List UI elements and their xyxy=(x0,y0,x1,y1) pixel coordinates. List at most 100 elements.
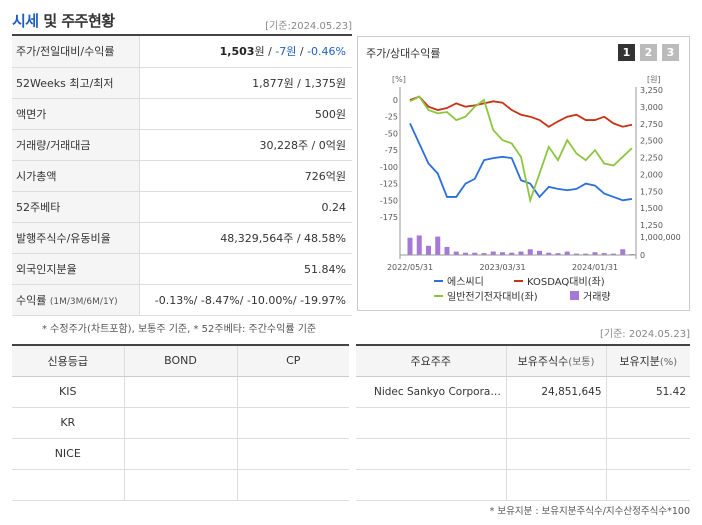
table-row xyxy=(356,407,690,439)
title-part2: 및 주주현황 xyxy=(43,12,115,30)
volume-bar xyxy=(574,253,579,255)
table-header-row: 주요주주 보유주식수(보통) 보유지분(%) xyxy=(356,345,690,377)
bond-rating xyxy=(124,469,238,501)
volume-bar xyxy=(481,253,487,255)
agency-name: KR xyxy=(12,407,125,439)
left-tick-label: -75 xyxy=(385,146,398,155)
cp-rating xyxy=(237,376,349,408)
holder-shares: 24,851,645 xyxy=(506,376,607,408)
holder-name xyxy=(356,469,507,501)
right-tick-label: 1,250 xyxy=(640,221,663,230)
table-row: 주가/전일대비/수익률 1,503원 / -7원 / -0.46% xyxy=(12,36,352,68)
row-label: 거래량/거래대금 xyxy=(12,129,140,161)
base-date-2: [기준: 2024.05.23] xyxy=(599,329,690,340)
col-header-main: 보유주식수 xyxy=(517,354,569,368)
cp-rating xyxy=(237,407,349,439)
holder-shares xyxy=(506,469,607,501)
col-header-sub: (%) xyxy=(659,356,678,368)
table-row xyxy=(356,469,690,501)
sep: / xyxy=(264,45,276,59)
table-row: NICE xyxy=(12,438,349,470)
table-row xyxy=(12,469,349,501)
row-value: 30,228주 / 0억원 xyxy=(139,129,352,161)
left-tick-label: -175 xyxy=(380,213,398,222)
volume-bar xyxy=(426,245,431,255)
table-row: KR xyxy=(12,407,349,439)
right-tick-label: 2,000 xyxy=(640,170,663,179)
cp-rating xyxy=(237,438,349,470)
volume-bar xyxy=(435,236,441,255)
bond-rating xyxy=(124,438,238,470)
col-header: CP xyxy=(237,345,349,377)
table-row: 52Weeks 최고/최저 1,877원 / 1,375원 xyxy=(12,67,352,99)
chart-tab-1[interactable]: 1 xyxy=(618,44,635,61)
legend-label: 일반전기전자대비(좌) xyxy=(447,291,538,303)
volume-bar xyxy=(611,253,616,255)
kosdaq-relative-line xyxy=(409,95,633,128)
left-tick-label: -100 xyxy=(380,163,398,172)
table-row: 시가총액 726억원 xyxy=(12,160,352,192)
legend-swatch xyxy=(570,291,579,300)
volume-bar xyxy=(490,251,496,255)
volume-bar xyxy=(620,249,626,255)
legend-label: 거래량 xyxy=(583,291,611,303)
volume-bar xyxy=(500,252,505,255)
left-axis-unit: [%] xyxy=(392,75,406,84)
right-tick-label: 3,000 xyxy=(640,103,663,112)
chart-tab-2[interactable]: 2 xyxy=(640,44,657,61)
left-tick-label: -125 xyxy=(380,180,398,189)
volume-bar xyxy=(407,237,413,255)
volume-bar xyxy=(518,251,524,255)
row-value: 0.24 xyxy=(139,191,352,224)
cp-rating xyxy=(237,469,349,501)
right-tick-label: 1,750 xyxy=(640,187,663,196)
right-tick-label: 1,500 xyxy=(640,204,663,213)
stock-line xyxy=(409,123,633,202)
table-row: 외국인지분율 51.84% xyxy=(12,253,352,286)
base-date: [기준:2024.05.23] xyxy=(265,21,352,32)
left-tick-label: -25 xyxy=(385,113,398,122)
row-label: 수익률 (1M/3M/6M/1Y) xyxy=(12,284,140,317)
holder-shares xyxy=(506,438,607,470)
return-values: -0.13%/ -8.47%/ -10.00%/ -19.97% xyxy=(139,284,352,317)
sep: / xyxy=(296,45,308,59)
col-header-main: 보유지분 xyxy=(619,354,660,368)
row-label-main: 수익률 xyxy=(16,294,47,308)
quote-table: 주가/전일대비/수익률 1,503원 / -7원 / -0.46% 52Week… xyxy=(12,36,352,317)
col-header: 주요주주 xyxy=(356,345,507,377)
section-title: 시세 및 주주현황 xyxy=(12,10,115,31)
table-row: 52주베타 0.24 xyxy=(12,191,352,224)
row-label: 52주베타 xyxy=(12,191,140,224)
agency-name xyxy=(12,469,125,501)
credit-rating-table: 신용등급 BOND CP KIS KR NICE xyxy=(12,344,349,501)
chart-title: 주가/상대수익률 xyxy=(366,47,441,60)
title-part1: 시세 xyxy=(12,12,39,30)
holder-pct xyxy=(606,469,690,501)
chart-tab-3[interactable]: 3 xyxy=(662,44,679,61)
volume-bar xyxy=(564,251,570,255)
volume-bar xyxy=(444,246,450,255)
table-row: 거래량/거래대금 30,228주 / 0억원 xyxy=(12,129,352,161)
volume-bar xyxy=(509,252,515,255)
legend-label: 에스씨디 xyxy=(447,276,484,288)
chart-svg: [%] [원] 0 -25 -50 -75 -100 -125 -150 -175 3,250 3,0… xyxy=(380,75,681,303)
right-tick-label: 2,750 xyxy=(640,120,663,129)
volume-bar xyxy=(546,252,552,255)
volume-bar xyxy=(472,252,478,255)
table-row: KIS xyxy=(12,376,349,408)
volume-bar xyxy=(463,252,468,255)
x-tick-label: 2022/05/31 xyxy=(387,263,433,272)
price-unit: 원 xyxy=(254,45,265,59)
price-change-rate: -0.46% xyxy=(307,45,346,59)
chart-tabs: 1 2 3 xyxy=(618,44,679,61)
right-axis-unit: [원] xyxy=(647,75,661,84)
holder-shares xyxy=(506,407,607,439)
holders-footnote: * 보유지분 : 보유지분주식수/지수산정주식수*100 xyxy=(489,506,690,517)
row-value: 726억원 xyxy=(139,160,352,192)
col-header-sub: (보통) xyxy=(568,356,595,368)
volume-tick-label: 0 xyxy=(640,251,645,260)
quote-footnote: * 수정주가(차트포함), 보통주 기준, * 52주베타: 주간수익률 기준 xyxy=(42,324,317,335)
volume-bar xyxy=(416,235,422,255)
table-row xyxy=(356,438,690,470)
volume-bar xyxy=(453,251,459,255)
